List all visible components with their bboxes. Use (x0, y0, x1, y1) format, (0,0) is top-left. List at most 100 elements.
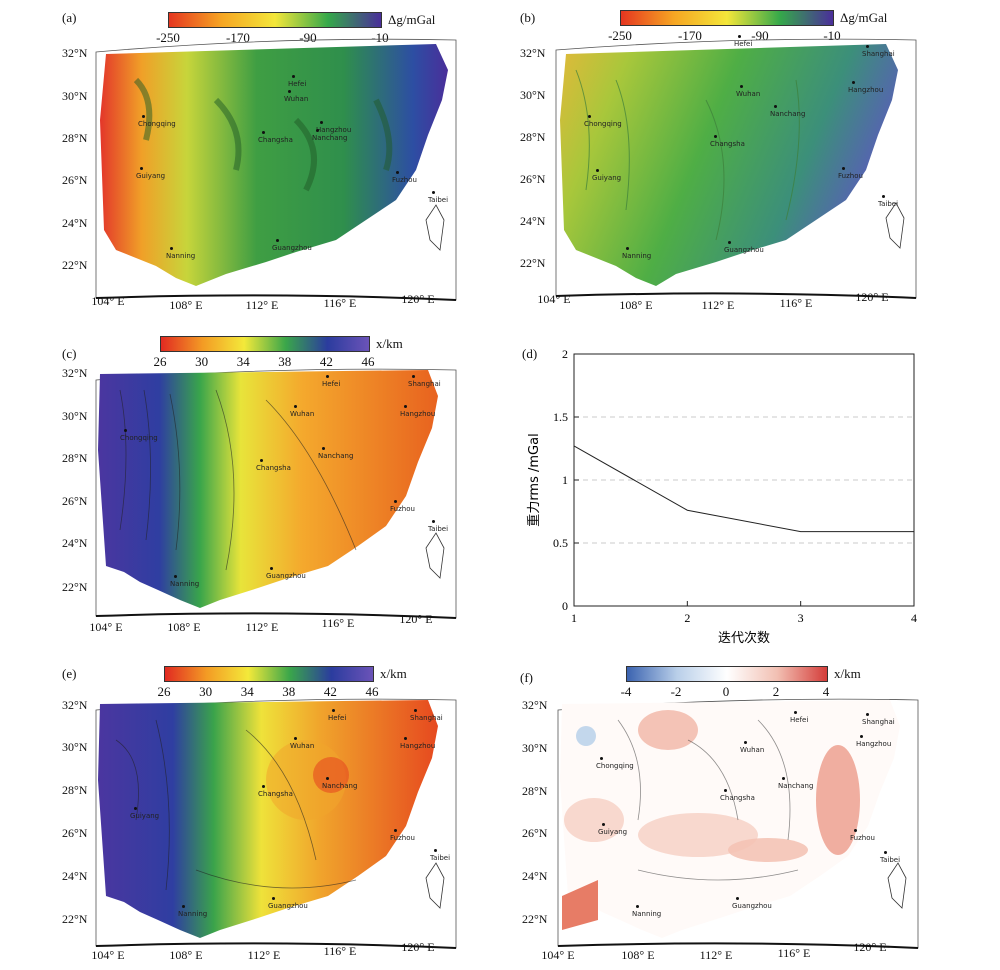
lon-label: 104° E (537, 292, 571, 306)
city-marker (414, 709, 417, 712)
lon-label: 112° E (701, 298, 735, 312)
city-marker (736, 897, 739, 900)
city-marker (882, 195, 885, 198)
city-label: Taibei (880, 856, 901, 864)
city-label: Nanning (178, 910, 208, 918)
map-frame (95, 38, 457, 301)
city-label: Taibei (428, 525, 449, 533)
city-marker (260, 459, 263, 462)
lon-label: 112° E (247, 948, 281, 962)
panel-d: (d) 0 0.5 1 1.5 2 1 2 3 4 迭代次数 重力rms /mGal (510, 330, 1000, 650)
city-marker (294, 405, 297, 408)
city-marker (600, 757, 603, 760)
lon-label: 108° E (169, 948, 203, 962)
lat-label: 30°N (62, 409, 88, 423)
lon-label: 120° E (401, 292, 435, 306)
lon-label: 116° E (779, 296, 813, 310)
city-marker (626, 247, 629, 250)
map-frame (95, 368, 457, 619)
city-label: Changsha (258, 790, 293, 798)
city-label: Fuzhou (838, 172, 863, 180)
city-label: Guiyang (130, 812, 160, 820)
lat-label: 22°N (522, 912, 548, 926)
lat-label: 28°N (62, 451, 88, 465)
city-label: Nanchang (312, 134, 348, 142)
city-marker (636, 905, 639, 908)
lat-label: 28°N (520, 130, 546, 144)
city-marker (404, 405, 407, 408)
x-tick-label: 2 (684, 611, 690, 625)
panel-c: (c) 26 30 34 38 42 46 x/km 32°N 30°N 28°… (0, 330, 500, 640)
city-marker (412, 375, 415, 378)
city-marker (292, 75, 295, 78)
lon-label: 116° E (321, 616, 355, 630)
city-marker (744, 741, 747, 744)
panel-label: (a) (62, 10, 77, 25)
panel-label: (b) (520, 10, 536, 25)
city-label: Chongqing (584, 120, 622, 128)
panel-a: (a) -250 -170 -90 -10 Δg/mGal 32°N 30°N … (0, 0, 500, 320)
lat-label: 30°N (62, 89, 88, 103)
city-marker (294, 737, 297, 740)
x-tick-label: 3 (798, 611, 804, 625)
lat-label: 30°N (520, 88, 546, 102)
city-marker (852, 81, 855, 84)
colorbar (168, 12, 382, 28)
city-label: Hangzhou (856, 740, 892, 748)
city-label: Changsha (256, 464, 291, 472)
panel-e: (e) 26 30 34 38 42 46 x/km 32°N 30°N 28°… (0, 660, 500, 970)
city-label: Hefei (790, 716, 809, 724)
city-label: Nanchang (318, 452, 354, 460)
lat-label: 22°N (62, 580, 88, 594)
city-marker (738, 35, 741, 38)
lon-label: 120° E (399, 612, 433, 626)
y-tick-label: 2 (562, 347, 568, 361)
city-marker (724, 789, 727, 792)
panel-b: (b) -250 -170 -90 -10 Δg/mGal 32°N 30°N … (490, 0, 1000, 320)
colorbar-unit: x/km (380, 666, 407, 681)
y-tick-label: 0 (562, 599, 568, 613)
city-label: Changsha (710, 140, 745, 148)
lon-label: 116° E (323, 296, 357, 310)
lat-label: 30°N (522, 741, 548, 755)
city-marker (140, 167, 143, 170)
city-label: Guangzhou (732, 902, 772, 910)
city-label: Changsha (720, 794, 755, 802)
city-label: Wuhan (284, 95, 309, 103)
colorbar-unit: Δg/mGal (388, 12, 436, 27)
city-label: Nanning (166, 252, 196, 260)
city-label: Guiyang (136, 172, 166, 180)
lon-label: 104° E (91, 294, 125, 308)
city-marker (322, 447, 325, 450)
city-label: Guangzhou (272, 244, 312, 252)
lat-label: 24°N (62, 536, 88, 550)
x-axis-label: 迭代次数 (718, 630, 770, 646)
city-label: Shanghai (410, 714, 443, 722)
city-marker (332, 709, 335, 712)
colorbar-unit: x/km (376, 336, 403, 351)
city-label: Nanchang (770, 110, 806, 118)
series-line (573, 445, 914, 533)
city-label: Wuhan (736, 90, 761, 98)
colorbar (164, 666, 374, 682)
city-label: Nanning (632, 910, 662, 918)
city-label: Wuhan (290, 410, 315, 418)
city-marker (854, 829, 857, 832)
city-marker (774, 105, 777, 108)
city-label: Taibei (878, 200, 899, 208)
lat-label: 28°N (62, 131, 88, 145)
city-label: Hefei (734, 40, 753, 48)
y-tick-label: 0.5 (553, 536, 568, 550)
y-tick-label: 1.5 (553, 410, 568, 424)
lon-label: 108° E (169, 298, 203, 312)
y-tick-label: 1 (562, 473, 568, 487)
city-marker (432, 520, 435, 523)
lat-label: 26°N (62, 826, 88, 840)
city-label: Hefei (288, 80, 307, 88)
lat-label: 32°N (522, 698, 548, 712)
city-label: Guangzhou (266, 572, 306, 580)
city-marker (596, 169, 599, 172)
panel-label: (e) (62, 666, 77, 681)
city-label: Nanchang (322, 782, 358, 790)
lat-label: 22°N (62, 258, 88, 272)
